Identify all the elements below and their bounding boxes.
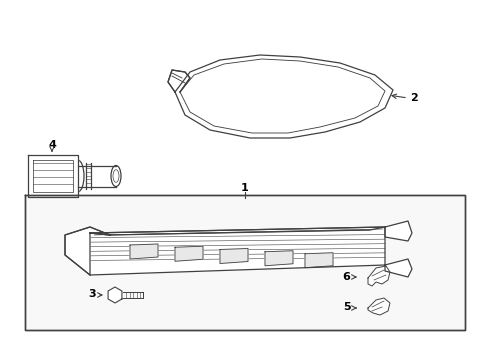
- Polygon shape: [168, 70, 190, 92]
- Ellipse shape: [163, 232, 185, 244]
- Polygon shape: [108, 287, 122, 303]
- Polygon shape: [175, 55, 392, 138]
- Polygon shape: [367, 298, 389, 315]
- Polygon shape: [175, 246, 203, 261]
- Text: 4: 4: [48, 140, 56, 150]
- Polygon shape: [384, 221, 411, 241]
- Polygon shape: [65, 227, 110, 275]
- Polygon shape: [305, 253, 332, 268]
- Polygon shape: [264, 251, 292, 266]
- Text: 1: 1: [241, 183, 248, 193]
- Polygon shape: [384, 259, 411, 277]
- Text: 6: 6: [342, 272, 349, 282]
- Polygon shape: [25, 195, 464, 330]
- Polygon shape: [367, 266, 389, 286]
- Polygon shape: [90, 227, 384, 275]
- Ellipse shape: [288, 227, 310, 239]
- Polygon shape: [130, 244, 158, 259]
- Polygon shape: [28, 155, 78, 197]
- Text: 3: 3: [88, 289, 96, 299]
- Ellipse shape: [111, 166, 121, 186]
- Text: 2: 2: [409, 93, 417, 103]
- Polygon shape: [90, 227, 384, 235]
- Text: 5: 5: [343, 302, 350, 312]
- Polygon shape: [220, 248, 247, 264]
